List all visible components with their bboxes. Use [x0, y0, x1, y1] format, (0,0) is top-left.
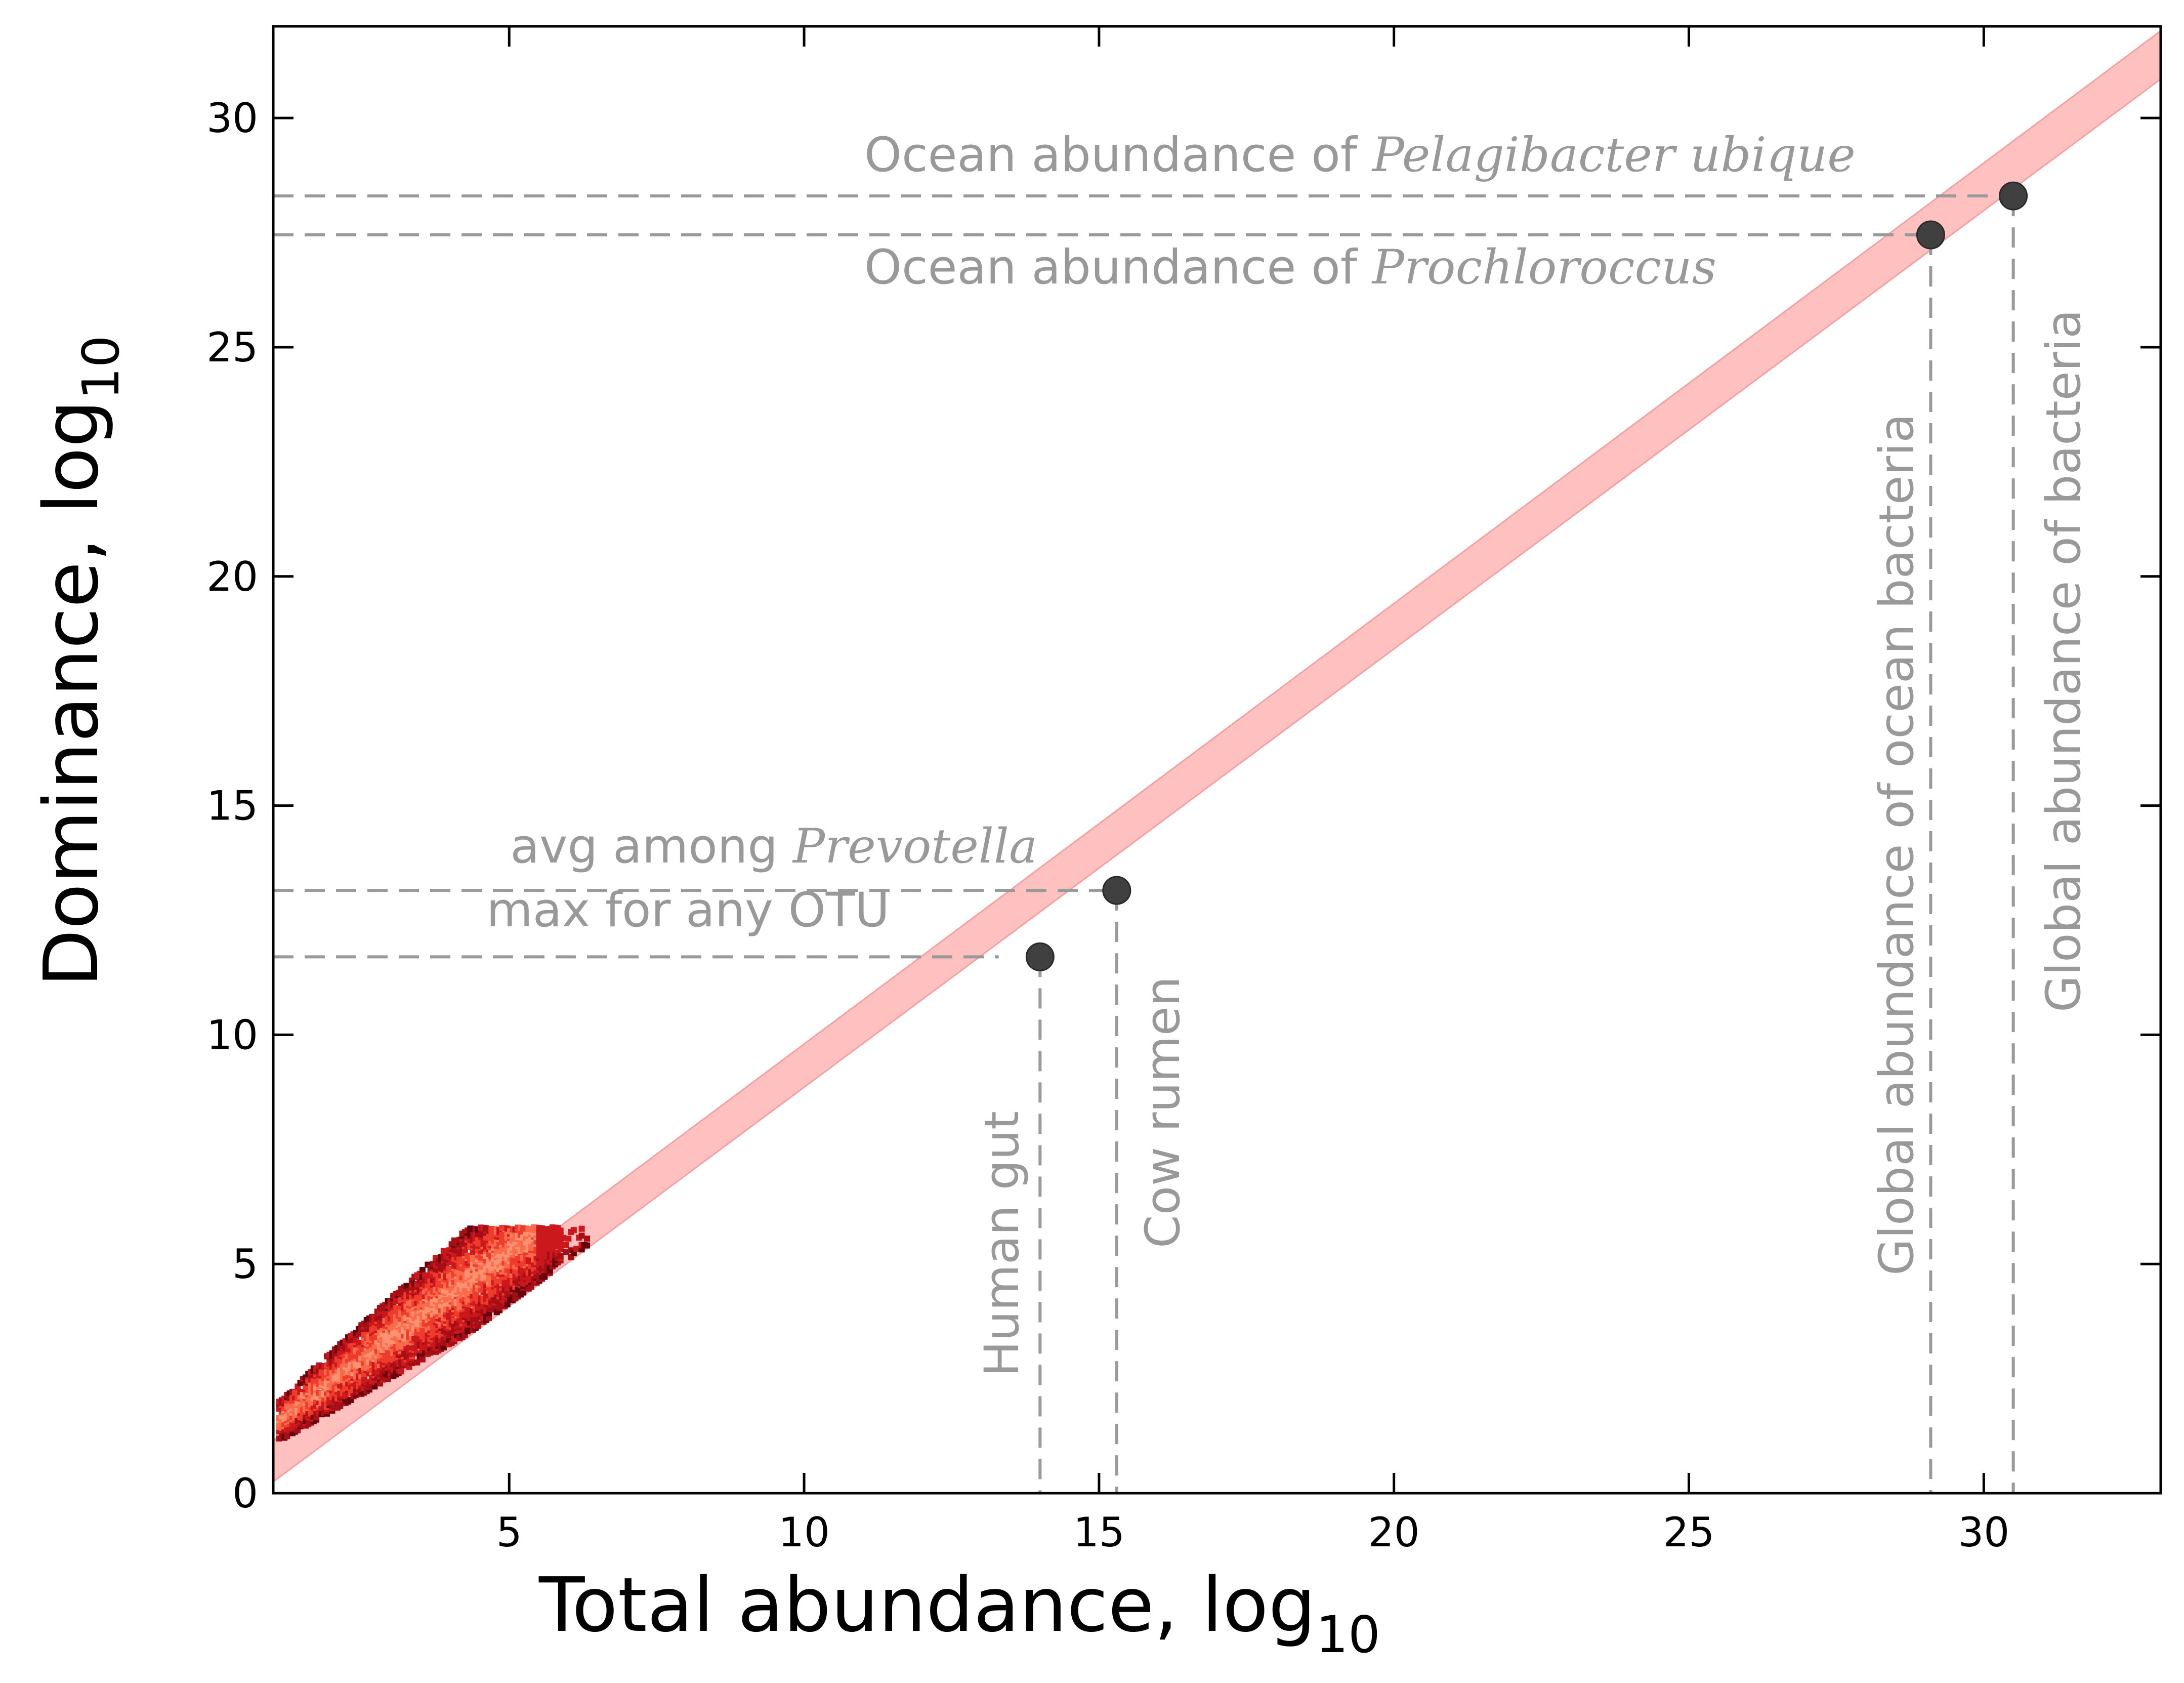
label-human-gut: Human gut: [975, 1111, 1030, 1377]
ytick-label-1: 5: [232, 1241, 258, 1288]
hexbin-cell: [356, 1339, 362, 1346]
xtick-label-1: 10: [778, 1509, 830, 1556]
annotation-prochloroccus: Ocean abundance of Prochloroccus: [864, 240, 1716, 295]
ytick-label-5: 25: [206, 324, 258, 371]
hexbin-cell: [337, 1401, 344, 1407]
hexbin-cell: [440, 1248, 447, 1254]
hexbin-cell: [419, 1267, 426, 1274]
hexbin-cell: [563, 1249, 569, 1255]
xtick-label-5: 30: [1958, 1509, 2009, 1556]
hexbin-cell: [570, 1227, 577, 1234]
label-global-bacteria: Global abundance of bacteria: [2036, 309, 2091, 1012]
hexbin-cell: [408, 1360, 415, 1367]
axis-label-layer: Total abundance, log10 Dominance, log10: [28, 336, 1380, 1664]
label-ocean-bacteria: Global abundance of ocean bacteria: [1869, 414, 1924, 1276]
xtick-label-2: 15: [1073, 1509, 1125, 1556]
hexbin-cell: [475, 1320, 482, 1327]
annotation-pelagibacter: Ocean abundance of Pelagibacter ubique: [864, 128, 1856, 183]
data-point-2: [1916, 220, 1945, 250]
y-axis-label: Dominance, log10: [28, 336, 131, 987]
band-layer: [273, 30, 2161, 1483]
xtick-label-4: 25: [1663, 1509, 1715, 1556]
plot-frame: [272, 25, 2162, 1495]
annotation-layer: Ocean abundance of Pelagibacter ubique Oc…: [486, 128, 2091, 1377]
hexbin-cell: [560, 1235, 566, 1241]
hexbin-cell: [573, 1246, 580, 1252]
data-point-3: [1999, 181, 2028, 211]
hexbin-cell: [419, 1345, 426, 1351]
hexbin-cell: [557, 1253, 564, 1259]
point-layer: [1025, 181, 2028, 971]
annotation-max-otu: max for any OTU: [486, 883, 890, 938]
data-point-1: [1102, 876, 1131, 905]
hexbin-cell: [563, 1242, 569, 1248]
hexbin-cell: [284, 1433, 290, 1440]
x-axis-label: Total abundance, log10: [538, 1562, 1380, 1664]
guide-layer: [273, 194, 2015, 1493]
annotation-prevotella: avg among Prevotella: [510, 819, 1037, 874]
hexbin-cell: [398, 1368, 404, 1375]
hexbin-cell: [419, 1356, 426, 1363]
hexbin-cell: [584, 1236, 591, 1242]
hexbin-cloud: [276, 1224, 591, 1442]
hexbin-cell: [292, 1389, 299, 1396]
hexbin-cell: [419, 1326, 426, 1333]
tick-layer: 5 10 15 20 25 30 0 5 10 15 20 25 30: [206, 26, 2161, 1556]
ytick-label-2: 10: [206, 1011, 258, 1058]
density-layer: [276, 1224, 591, 1442]
hexbin-cell: [403, 1283, 410, 1289]
xtick-label-3: 20: [1368, 1509, 1420, 1556]
hexbin-cell: [578, 1225, 585, 1232]
data-point-0: [1025, 942, 1055, 971]
ytick-label-3: 15: [206, 783, 258, 830]
confidence-band: [273, 30, 2161, 1483]
hexbin-cell: [382, 1310, 389, 1317]
hexbin-cell: [578, 1233, 585, 1239]
hexbin-cell: [565, 1235, 572, 1242]
xtick-label-0: 5: [496, 1509, 522, 1556]
hexbin-cell: [472, 1316, 479, 1322]
hexbin-cell: [491, 1304, 497, 1310]
ytick-label-0: 0: [232, 1470, 258, 1517]
hexbin-cell: [584, 1242, 591, 1249]
hexbin-cell: [393, 1298, 399, 1304]
ytick-label-4: 20: [206, 553, 258, 600]
ytick-label-6: 30: [206, 95, 258, 142]
label-cow-rumen: Cow rumen: [1136, 976, 1191, 1248]
hexbin-cell: [342, 1393, 349, 1400]
hexbin-cell: [557, 1227, 564, 1234]
